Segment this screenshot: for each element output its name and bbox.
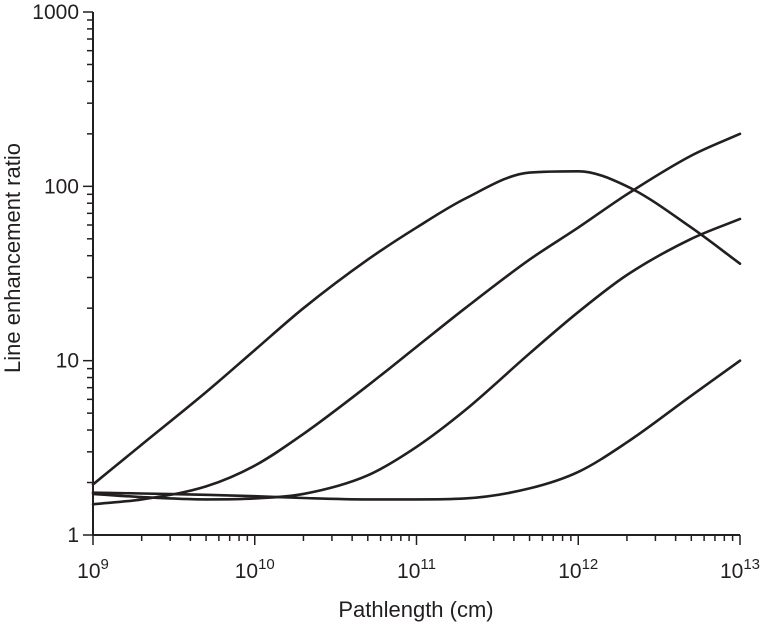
series-line-4 [91,359,742,501]
x-tick-label: 109 [77,556,109,583]
y-tick-label: 1000 [32,1,79,24]
x-axis-title: Pathlength (cm) [338,597,493,622]
y-axis-title: Line enhancement ratio [0,143,25,373]
x-tick-label: 1010 [235,556,275,583]
y-tick-label: 10 [56,350,79,373]
axes [92,12,740,536]
x-tick-label: 1013 [720,556,760,583]
y-tick-label: 1 [67,524,79,547]
series-line-1 [91,169,742,486]
tick-labels: 109 1010 1011 1012 1013 1 10 100 1000 [32,1,760,583]
y-tick-label: 100 [44,175,79,198]
plot-area [91,132,742,506]
x-tick-label: 1012 [558,556,598,583]
series-line-3 [91,217,742,501]
axis-ticks [83,11,741,545]
x-tick-label: 1011 [397,556,436,583]
series-line-2 [91,132,742,506]
